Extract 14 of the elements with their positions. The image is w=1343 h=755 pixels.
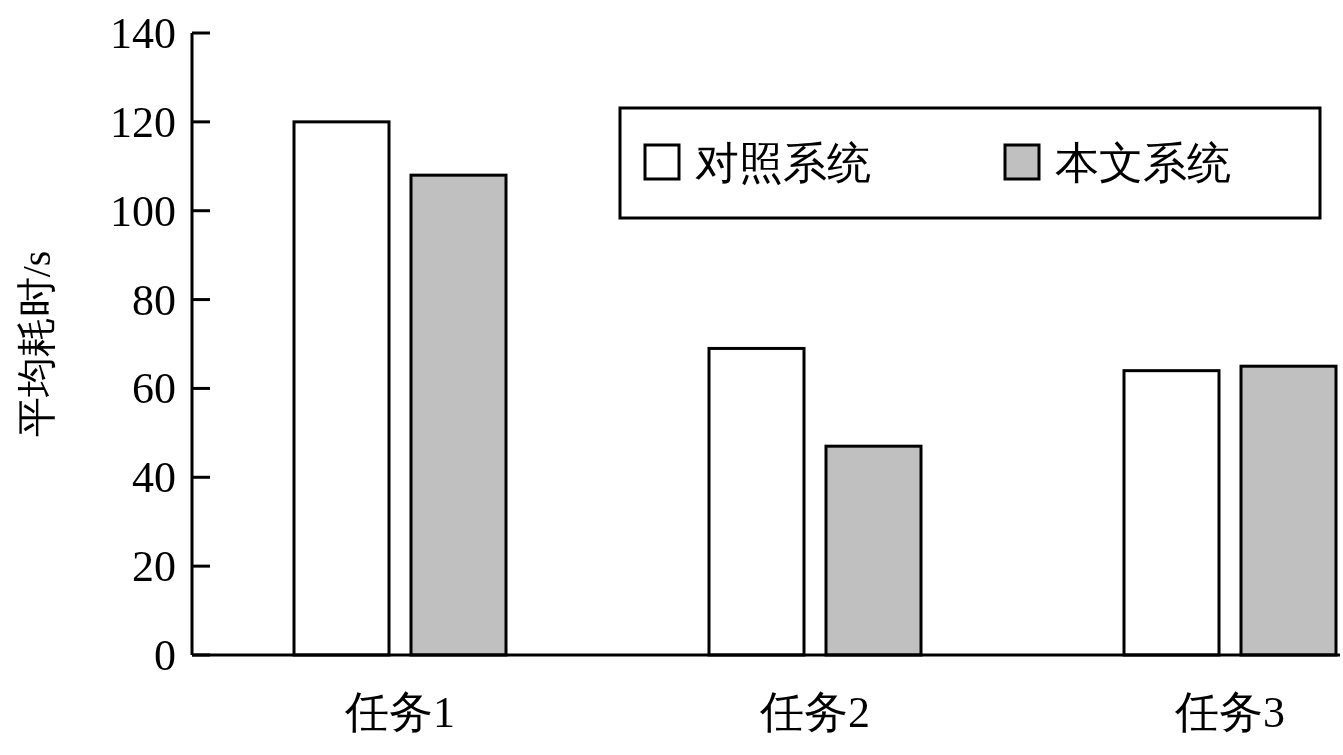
y-tick-label: 60 [132,364,176,414]
y-tick-label: 80 [132,275,176,325]
x-tick-label: 任务2 [759,688,870,737]
y-tick-label: 120 [110,97,176,147]
y-tick-label: 0 [154,631,176,680]
y-tick-label: 140 [110,9,176,58]
y-tick-label: 20 [132,542,176,592]
y-tick-label: 100 [110,186,176,236]
x-tick-label: 任务3 [1174,688,1285,737]
legend-label: 对照系统 [695,139,871,188]
y-axis-title: 平均耗时/s [14,250,59,438]
y-tick-label: 40 [132,453,176,503]
legend-label: 本文系统 [1055,139,1231,188]
x-tick-label: 任务1 [344,688,455,737]
